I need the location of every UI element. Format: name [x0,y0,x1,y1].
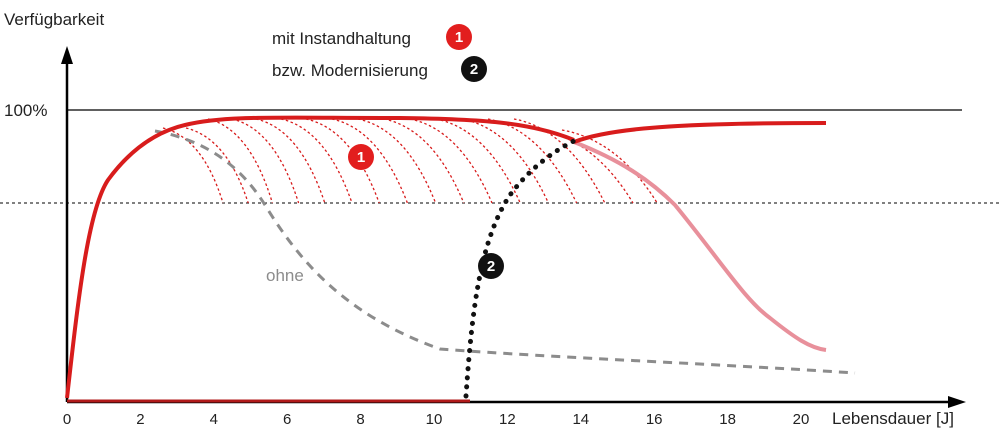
badge-2-curve: 2 [478,253,504,279]
y-reference-label: 100% [4,101,47,120]
x-tick-label: 12 [499,411,516,428]
hatch-arc [185,127,249,204]
hatch-arc [435,118,521,204]
x-tick-label: 20 [793,411,810,428]
y-axis-label: Verfügbarkeit [4,10,104,29]
hatch-arc [409,118,493,204]
x-tick-label: 0 [63,411,71,428]
legend-badge-2-text: 2 [470,61,478,78]
hatch-arc [331,118,409,204]
legend-label-1: mit Instandhaltung [272,29,411,48]
x-axis-label: Lebensdauer [J] [832,409,954,428]
label-ohne: ohne [266,266,304,285]
legend-badge-1-text: 1 [455,29,463,46]
hatch-arc [539,129,634,204]
curve-instandhaltung [65,115,575,399]
hatch-arc [357,118,437,204]
maintenance-hatch [162,118,658,204]
hatch-arc [561,129,658,204]
hatch-arc [461,118,549,204]
x-tick-label: 4 [210,411,218,428]
legend-badge-1 [446,24,472,50]
y-axis-arrow [61,46,73,64]
x-tick-label: 14 [572,411,589,428]
hatch-arc [280,118,353,204]
legend: mit Instandhaltung 1 bzw. Modernisierung… [272,24,487,82]
curve-ohne [154,129,856,375]
hatch-arc [162,127,224,204]
legend-badge-2 [461,56,487,82]
x-tick-label: 8 [356,411,364,428]
curve-decline [573,140,827,352]
x-axis-arrow [948,396,966,408]
hatch-arc [513,118,606,204]
hatch-arc [207,118,274,204]
hatch-arc [305,118,380,204]
x-tick-labels: 0 2 4 6 8 10 12 14 16 18 20 [63,411,810,428]
curve-modernisierung [463,137,579,399]
badge-1-curve-text: 1 [357,149,365,166]
hatch-arc [255,118,326,204]
badge-2-curve-text: 2 [487,258,495,275]
badge-1-curve: 1 [348,144,374,170]
curve-modernized [573,121,827,144]
hatch-arc [231,118,300,204]
x-tick-label: 2 [136,411,144,428]
hatch-arc [487,118,578,204]
hatch-arc [383,118,465,204]
x-tick-label: 10 [426,411,443,428]
x-tick-label: 6 [283,411,291,428]
x-tick-label: 18 [719,411,736,428]
legend-label-2: bzw. Modernisierung [272,61,428,80]
x-tick-label: 16 [646,411,663,428]
